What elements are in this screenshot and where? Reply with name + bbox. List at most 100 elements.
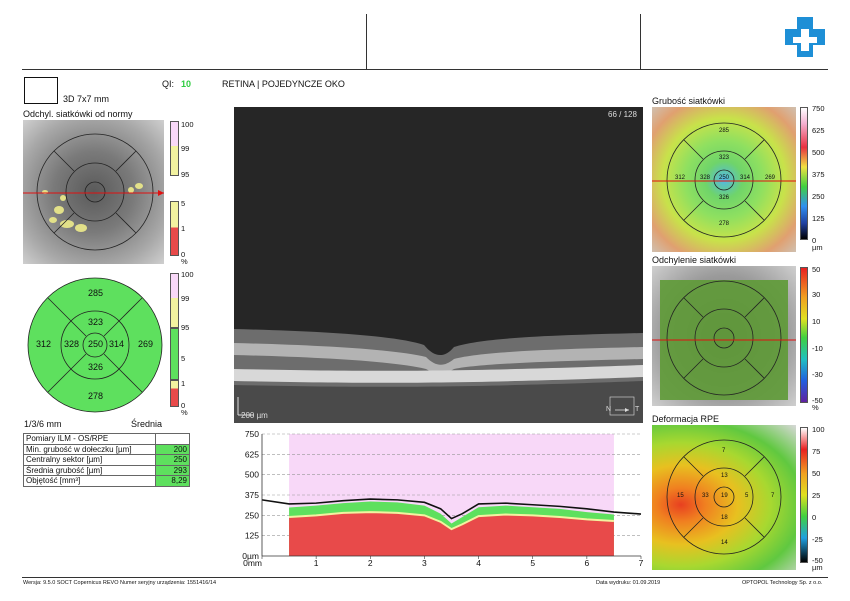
rpe-map-title: Deformacja RPE — [652, 414, 720, 424]
x-tick-label: 2 — [368, 558, 373, 568]
thk-scale-unit: µm — [812, 243, 823, 252]
x-tick-label: 6 — [584, 558, 589, 568]
y-tick-label: 125 — [245, 531, 259, 541]
header-bottom-rule — [22, 69, 828, 70]
dev-scale-100: 100 — [181, 120, 194, 129]
deviation-colorbar — [800, 267, 808, 403]
thk-t-in: 314 — [740, 175, 751, 181]
rpe-c: 19 — [721, 493, 728, 499]
etdrs-scale-1: 1 — [181, 379, 186, 388]
thk-c: 250 — [719, 175, 730, 181]
rpe-scale-100: 100 — [812, 425, 825, 434]
frame-counter: 66 / 128 — [608, 110, 637, 119]
measurement-value: 293 — [155, 464, 190, 476]
x-tick-label: 3 — [422, 558, 427, 568]
rpe-colorbar — [800, 427, 808, 563]
etdrs-outer-nasal: 312 — [36, 339, 52, 349]
measurement-label: Średnia grubość [µm] — [23, 464, 156, 476]
dev2-scale-10: 10 — [812, 317, 821, 326]
deviation-heat-map[interactable] — [652, 266, 796, 406]
x-tick-label: 5 — [530, 558, 535, 568]
etdrs-grid[interactable] — [24, 276, 166, 414]
dev-scale-unit: % — [181, 257, 188, 266]
thk-s-in: 323 — [719, 155, 730, 161]
etdrs-scale-unit: % — [181, 408, 188, 417]
etdrs-scale-100: 100 — [181, 270, 194, 279]
mode-label[interactable]: Średnia — [131, 419, 163, 429]
thk-i-in: 326 — [719, 195, 730, 201]
scale-bar-label: 200 µm — [241, 411, 268, 420]
header-divider-1 — [366, 14, 367, 70]
thk-scale-125: 125 — [812, 214, 825, 223]
etdrs-scale-bottom — [170, 380, 179, 407]
dev-scale-1: 1 — [181, 224, 186, 233]
etdrs-inner-superior: 323 — [88, 317, 104, 327]
qi-label: QI: — [162, 79, 175, 89]
table-row: Objętość [mm³] 8,29 — [23, 475, 190, 487]
dev2-scale-m10: -10 — [812, 344, 823, 353]
etdrs-scale-mid — [170, 328, 179, 380]
thk-scale-375: 375 — [812, 170, 825, 179]
rpe-scale-75: 75 — [812, 447, 821, 456]
grid-size-label: 1/3/6 mm — [24, 419, 62, 429]
rpe-heat-map[interactable] — [652, 425, 796, 570]
nasal-label: N — [606, 406, 612, 413]
rpe-scale-unit: µm — [812, 563, 823, 572]
thk-scale-625: 625 — [812, 126, 825, 135]
etdrs-outer-temporal: 269 — [138, 339, 154, 349]
thk-t-out: 269 — [765, 175, 776, 181]
y-tick-label: 375 — [245, 490, 259, 500]
measurement-label: Centralny sektor [µm] — [23, 454, 156, 466]
etdrs-scale-0: 0 — [181, 401, 186, 410]
rpe-i-in: 18 — [721, 515, 728, 521]
x-tick-label: 7 — [639, 558, 644, 568]
rpe-scale-m50: -50 — [812, 556, 823, 565]
dev2-scale-50: 50 — [812, 265, 821, 274]
rpe-scale-m25: -25 — [812, 535, 823, 544]
rpe-n-in: 33 — [702, 493, 709, 499]
thk-scale-750: 750 — [812, 104, 825, 113]
measurements-header-value — [155, 433, 190, 445]
measurement-label: Objętość [mm³] — [23, 475, 156, 487]
x-tick-label: 4 — [476, 558, 481, 568]
etdrs-scale-99: 99 — [181, 294, 190, 303]
x-tick-label: 0mm — [243, 558, 262, 568]
measurement-value: 200 — [155, 443, 190, 455]
x-tick-label: 1 — [314, 558, 319, 568]
rpe-t-in: 5 — [745, 493, 749, 499]
etdrs-inner-inferior: 326 — [88, 362, 104, 372]
thk-scale-250: 250 — [812, 192, 825, 201]
deviation-map-title: Odchyl. siatkówki od normy — [23, 109, 133, 119]
y-tick-label: 500 — [245, 470, 259, 480]
rpe-scale-50: 50 — [812, 469, 821, 478]
table-row: Średnia grubość [µm] 293 — [23, 464, 190, 476]
rpe-n-out: 15 — [677, 493, 684, 499]
thk-n-in: 328 — [700, 175, 711, 181]
thickness-map-title: Grubość siatkówki — [652, 96, 726, 106]
etdrs-outer-inferior: 278 — [88, 391, 104, 401]
thk-scale-500: 500 — [812, 148, 825, 157]
y-tick-label: 750 — [245, 430, 259, 439]
y-tick-label: 250 — [245, 510, 259, 520]
dev-scale-95: 95 — [181, 170, 190, 179]
dev2-scale-unit: % — [812, 403, 819, 412]
oct-bscan-image[interactable] — [234, 107, 643, 423]
rpe-t-out: 7 — [771, 493, 775, 499]
etdrs-scale-top — [170, 273, 179, 328]
thickness-heat-map[interactable] — [652, 107, 796, 252]
etdrs-outer-superior: 285 — [88, 288, 104, 298]
footer-rule — [22, 577, 828, 578]
rpe-scale-25: 25 — [812, 491, 821, 500]
qi-value: 10 — [181, 79, 192, 89]
rpe-scale-0: 0 — [812, 513, 817, 522]
thickness-profile-chart[interactable]: 0µm 125 250 375 500 625 750 0mm 1 2 3 4 5 6 7 — [214, 430, 646, 572]
series-line-thickness — [261, 498, 642, 520]
y-tick-label: 0µm — [242, 551, 259, 561]
measurements-table: Pomiary ILM - OS/RPE Min. grubość w dołe… — [23, 433, 190, 487]
rpe-s-out: 7 — [722, 448, 726, 454]
temporal-label: T — [635, 406, 640, 413]
measurement-label: Min. grubość w dołeczku [µm] — [23, 443, 156, 455]
deviation-scale-bottom — [170, 201, 179, 256]
deviation-fundus-map[interactable] — [23, 120, 164, 264]
etdrs-inner-nasal: 328 — [64, 339, 80, 349]
